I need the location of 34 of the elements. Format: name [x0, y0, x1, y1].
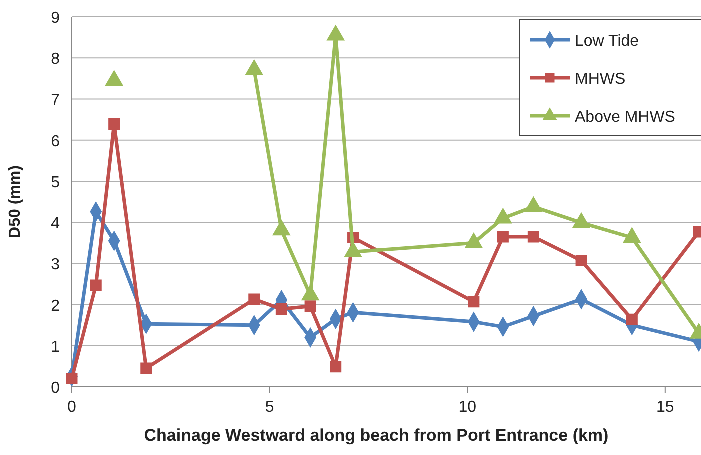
y-tick-label: 9 — [51, 10, 60, 27]
legend-label: Above MHWS — [575, 109, 676, 126]
point — [90, 280, 102, 292]
y-tick-label: 6 — [51, 133, 60, 150]
legend-label: MHWS — [575, 71, 626, 88]
point — [528, 231, 540, 243]
x-tick-label: 10 — [458, 399, 477, 416]
x-axis-title: Chainage Westward along beach from Port Entrance (km) — [144, 426, 609, 445]
y-tick-label: 5 — [51, 174, 60, 192]
point — [106, 70, 124, 86]
point — [576, 255, 588, 267]
point — [248, 294, 260, 306]
y-tick-label: 0 — [51, 380, 60, 397]
point — [66, 373, 78, 385]
y-tick-label: 4 — [51, 216, 60, 233]
point — [246, 60, 264, 76]
point — [327, 25, 345, 41]
point — [276, 304, 288, 316]
point — [304, 300, 316, 312]
point — [468, 296, 480, 308]
x-tick-label: 5 — [265, 399, 274, 416]
point — [497, 231, 509, 243]
x-tick-label: 0 — [68, 399, 77, 416]
x-tick-label: 15 — [656, 399, 674, 416]
y-tick-label: 7 — [51, 92, 60, 110]
y-tick-label: 2 — [51, 298, 60, 315]
point — [140, 362, 152, 374]
y-axis-title: D50 (mm) — [7, 166, 24, 238]
point — [330, 361, 342, 373]
y-tick-label: 1 — [51, 338, 60, 356]
y-tick-label: 3 — [51, 256, 60, 274]
legend-label: Low Tide — [575, 33, 640, 50]
y-tick-label: 8 — [51, 51, 60, 68]
point — [626, 314, 638, 326]
